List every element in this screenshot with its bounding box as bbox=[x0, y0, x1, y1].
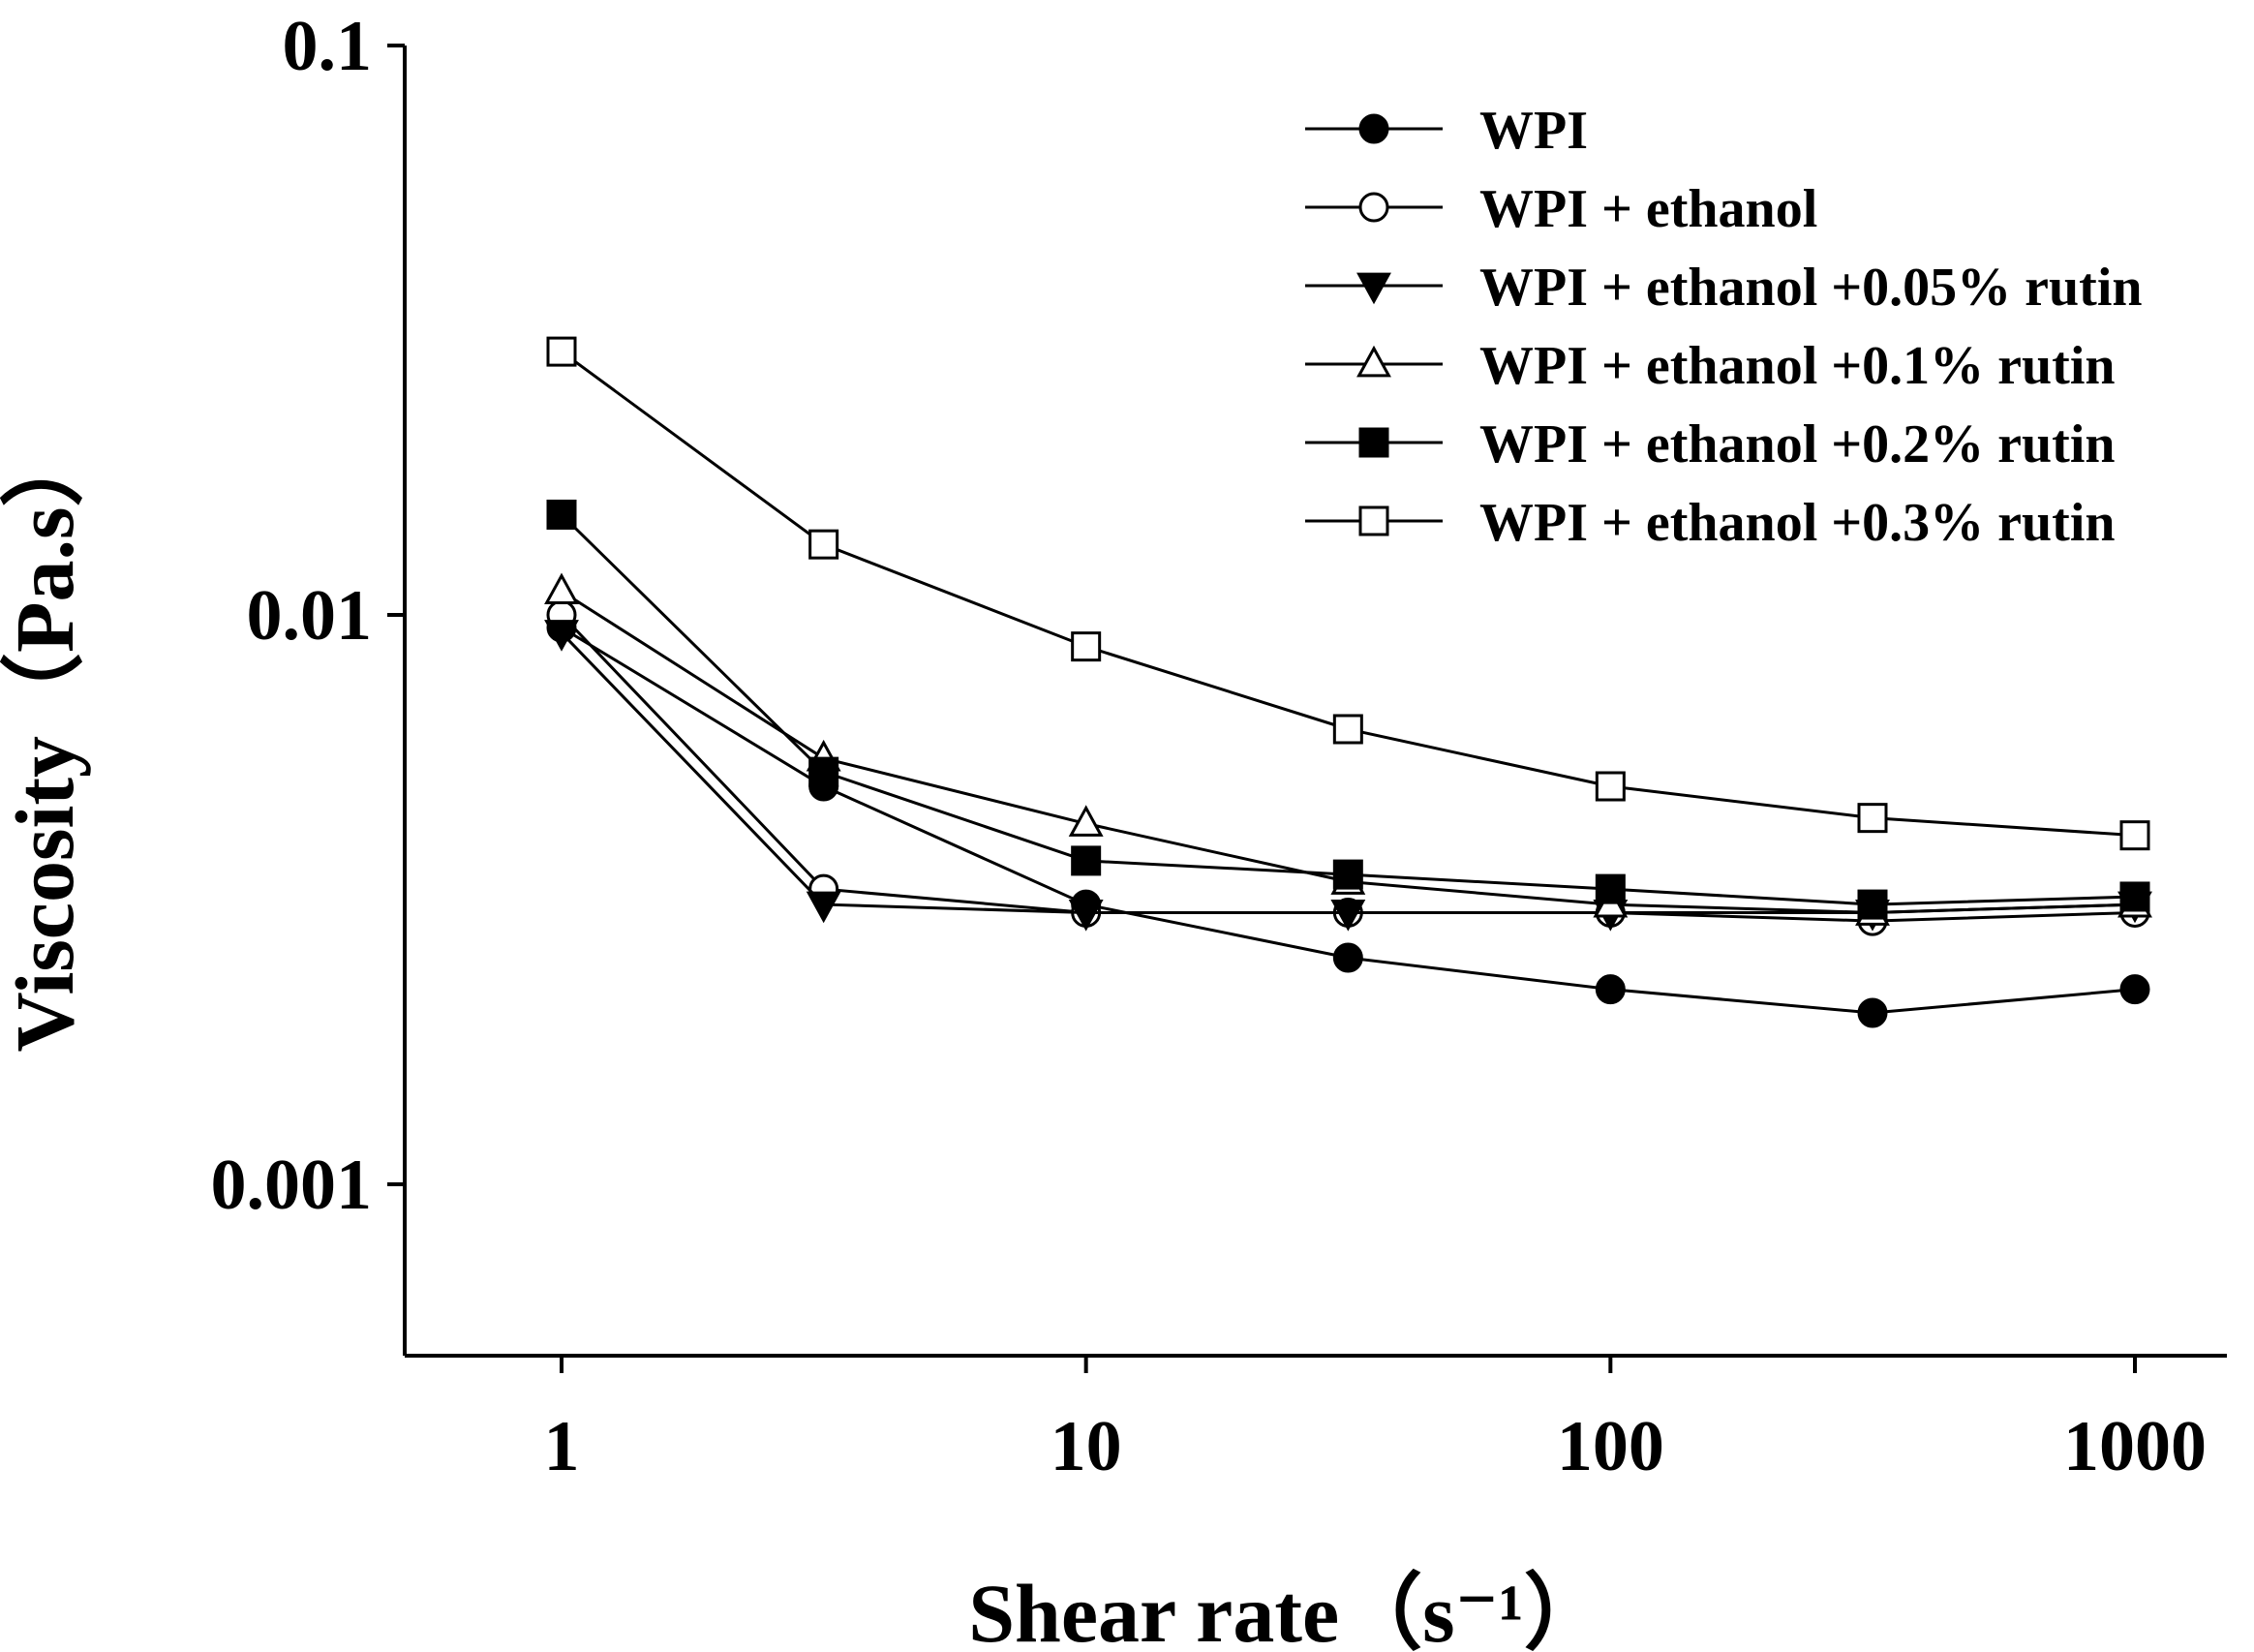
data-point-marker bbox=[1358, 192, 1389, 223]
y-tick-label: 0.001 bbox=[211, 1146, 373, 1225]
data-point-marker bbox=[1332, 714, 1363, 745]
data-point-marker bbox=[1332, 942, 1363, 973]
data-point-marker bbox=[2119, 881, 2150, 912]
axes-layer: Viscosity（Pa.s） Shear rate（s⁻¹） bbox=[0, 46, 2227, 1652]
data-point-marker bbox=[1071, 631, 1102, 662]
data-point-marker bbox=[1330, 900, 1366, 932]
legend-label: WPI + ethanol +0.3% rutin bbox=[1479, 493, 2116, 553]
x-axis-title: Shear rate（s⁻¹） bbox=[968, 1567, 1607, 1652]
data-point-marker bbox=[544, 572, 579, 605]
x-tick-label: 10 bbox=[1051, 1407, 1122, 1486]
data-point-marker bbox=[1595, 974, 1626, 1005]
legend-item: WPI + ethanol +0.3% rutin bbox=[1305, 493, 2116, 553]
data-point-marker bbox=[1358, 505, 1389, 536]
data-point-marker bbox=[1068, 805, 1104, 837]
legend: WPI WPI + ethanol WPI + ethanol +0.05% rut… bbox=[1305, 101, 2143, 553]
data-point-marker bbox=[546, 336, 577, 367]
legend-item: WPI bbox=[1305, 101, 1588, 161]
y-tick-label: 0.01 bbox=[247, 576, 373, 656]
data-point-marker bbox=[1857, 889, 1888, 920]
ticks-layer: 1 10 100 1000 0.001 0.01 0.1 bbox=[211, 7, 2208, 1486]
data-point-marker bbox=[806, 891, 841, 924]
legend-label: WPI bbox=[1479, 101, 1588, 161]
legend-label: WPI + ethanol +0.05% rutin bbox=[1479, 258, 2143, 318]
series-5 bbox=[546, 499, 2150, 920]
legend-label: WPI + ethanol bbox=[1479, 179, 1817, 239]
data-point-marker bbox=[1068, 900, 1104, 932]
data-point-marker bbox=[808, 529, 839, 560]
legend-item: WPI + ethanol +0.05% rutin bbox=[1305, 258, 2143, 318]
series-line bbox=[560, 513, 2136, 906]
series-layer bbox=[544, 336, 2152, 1028]
legend-item: WPI + ethanol +0.1% rutin bbox=[1305, 336, 2116, 396]
y-tick-label: 0.1 bbox=[283, 7, 373, 86]
data-point-marker bbox=[1857, 803, 1888, 834]
data-point-marker bbox=[1332, 859, 1363, 890]
data-point-marker bbox=[2119, 820, 2150, 851]
series-1 bbox=[546, 612, 2150, 1028]
series-6 bbox=[546, 336, 2150, 851]
x-tick-label: 1000 bbox=[2063, 1407, 2207, 1486]
data-point-marker bbox=[544, 620, 579, 652]
legend-label: WPI + ethanol +0.2% rutin bbox=[1479, 414, 2116, 474]
data-point-marker bbox=[1358, 427, 1389, 458]
data-point-marker bbox=[1595, 873, 1626, 904]
data-point-marker bbox=[1857, 997, 1888, 1028]
data-point-marker bbox=[1071, 845, 1102, 876]
legend-item: WPI + ethanol +0.2% rutin bbox=[1305, 414, 2116, 474]
x-tick-label: 100 bbox=[1557, 1407, 1664, 1486]
data-point-marker bbox=[1595, 771, 1626, 802]
data-point-marker bbox=[2119, 974, 2150, 1005]
legend-label: WPI + ethanol +0.1% rutin bbox=[1479, 336, 2116, 396]
data-point-marker bbox=[808, 756, 839, 787]
data-point-marker bbox=[1356, 345, 1391, 378]
x-tick-label: 1 bbox=[544, 1407, 580, 1486]
data-point-marker bbox=[1356, 272, 1391, 305]
legend-item: WPI + ethanol bbox=[1305, 179, 1817, 239]
y-axis-title: Viscosity（Pa.s） bbox=[0, 424, 91, 1053]
data-point-marker bbox=[546, 499, 577, 530]
data-point-marker bbox=[1358, 113, 1389, 144]
